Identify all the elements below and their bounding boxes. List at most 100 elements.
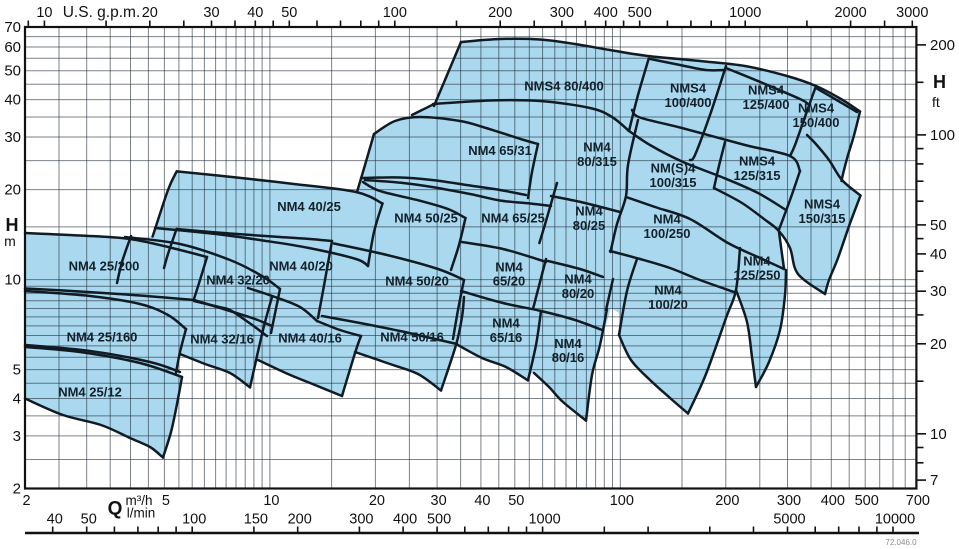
svg-text:72.046.0: 72.046.0 <box>885 538 917 547</box>
svg-text:40: 40 <box>247 5 263 21</box>
svg-text:200: 200 <box>288 512 312 528</box>
svg-text:10: 10 <box>930 426 947 443</box>
svg-text:200: 200 <box>488 5 512 21</box>
svg-text:NM4: NM4 <box>575 204 603 219</box>
svg-text:125/250: 125/250 <box>734 268 781 283</box>
svg-text:50: 50 <box>281 5 297 21</box>
svg-text:4: 4 <box>13 391 21 408</box>
svg-text:40: 40 <box>47 512 63 528</box>
svg-text:l/min: l/min <box>127 506 156 521</box>
svg-text:50: 50 <box>508 493 524 509</box>
svg-text:20: 20 <box>142 5 158 21</box>
svg-text:NMS4: NMS4 <box>748 83 785 98</box>
svg-text:H: H <box>933 72 946 92</box>
svg-text:NM4: NM4 <box>653 212 681 227</box>
svg-text:NM4: NM4 <box>495 260 523 275</box>
svg-text:2: 2 <box>13 481 21 498</box>
svg-text:NM4: NM4 <box>564 272 592 287</box>
svg-text:Q: Q <box>108 499 123 520</box>
svg-text:150/400: 150/400 <box>793 115 840 130</box>
svg-text:NM4 50/25: NM4 50/25 <box>394 211 458 226</box>
svg-text:80/25: 80/25 <box>573 218 606 233</box>
svg-text:200: 200 <box>930 37 955 54</box>
svg-text:5: 5 <box>13 362 21 379</box>
svg-text:20: 20 <box>930 336 947 353</box>
svg-text:400: 400 <box>821 493 845 509</box>
svg-text:5000: 5000 <box>773 512 805 528</box>
svg-text:NM4 25/12: NM4 25/12 <box>58 385 122 400</box>
svg-text:NM4: NM4 <box>492 316 520 331</box>
svg-text:30: 30 <box>431 493 447 509</box>
svg-text:500: 500 <box>427 512 451 528</box>
svg-text:30: 30 <box>203 5 219 21</box>
svg-text:NM4 65/31: NM4 65/31 <box>468 143 532 158</box>
svg-text:100: 100 <box>930 127 955 144</box>
svg-text:70: 70 <box>4 19 21 36</box>
svg-text:50: 50 <box>81 512 97 528</box>
svg-text:500: 500 <box>628 5 652 21</box>
svg-text:7: 7 <box>930 472 938 489</box>
svg-text:10: 10 <box>36 5 52 21</box>
svg-text:2000: 2000 <box>834 5 866 21</box>
svg-text:NM4 25/200: NM4 25/200 <box>69 259 140 274</box>
svg-text:100/20: 100/20 <box>648 297 688 312</box>
svg-text:100: 100 <box>383 5 407 21</box>
svg-text:m³/h: m³/h <box>126 493 153 508</box>
svg-text:500: 500 <box>855 493 879 509</box>
svg-text:NM4 65/25: NM4 65/25 <box>481 211 545 226</box>
svg-text:700: 700 <box>906 493 930 509</box>
svg-text:65/20: 65/20 <box>493 274 526 289</box>
svg-text:40: 40 <box>930 246 947 263</box>
svg-text:200: 200 <box>715 493 739 509</box>
svg-text:10000: 10000 <box>875 512 915 528</box>
svg-text:30: 30 <box>4 129 21 146</box>
svg-text:30: 30 <box>930 283 947 300</box>
svg-text:150/315: 150/315 <box>799 211 846 226</box>
svg-text:20: 20 <box>4 182 21 199</box>
svg-text:NM4 40/25: NM4 40/25 <box>277 199 341 214</box>
svg-text:300: 300 <box>777 493 801 509</box>
svg-text:NM4 32/20: NM4 32/20 <box>206 273 270 288</box>
svg-text:3: 3 <box>13 428 21 445</box>
svg-text:NM4 40/20: NM4 40/20 <box>269 259 333 274</box>
svg-text:NM4: NM4 <box>654 283 682 298</box>
svg-text:NM4 32/16: NM4 32/16 <box>190 332 254 347</box>
svg-text:NMS4: NMS4 <box>798 101 835 116</box>
svg-text:100: 100 <box>182 512 206 528</box>
svg-text:3000: 3000 <box>896 5 928 21</box>
svg-text:m: m <box>4 233 16 249</box>
svg-text:1000: 1000 <box>528 512 560 528</box>
svg-text:NM4 40/16: NM4 40/16 <box>278 331 342 346</box>
svg-text:65/16: 65/16 <box>490 330 523 345</box>
svg-text:50: 50 <box>930 217 947 234</box>
svg-text:2: 2 <box>22 493 30 509</box>
svg-text:ft: ft <box>932 94 940 110</box>
svg-text:10: 10 <box>4 272 21 289</box>
svg-text:80/315: 80/315 <box>577 154 617 169</box>
svg-text:5: 5 <box>162 493 170 509</box>
svg-text:125/400: 125/400 <box>743 97 790 112</box>
svg-text:NM4 25/160: NM4 25/160 <box>67 330 138 345</box>
svg-text:400: 400 <box>594 5 618 21</box>
svg-text:100: 100 <box>610 493 634 509</box>
svg-text:NM4: NM4 <box>554 336 582 351</box>
svg-text:125/315: 125/315 <box>734 168 781 183</box>
svg-text:NM4 50/20: NM4 50/20 <box>385 274 449 289</box>
svg-text:1000: 1000 <box>729 5 761 21</box>
svg-text:150: 150 <box>244 512 268 528</box>
svg-text:NMS4 80/400: NMS4 80/400 <box>524 79 604 94</box>
svg-text:60: 60 <box>4 39 21 56</box>
svg-text:U.S. g.p.m.: U.S. g.p.m. <box>63 4 141 21</box>
svg-text:40: 40 <box>474 493 490 509</box>
svg-text:100/400: 100/400 <box>665 95 712 110</box>
svg-text:20: 20 <box>369 493 385 509</box>
svg-text:NM4 50/16: NM4 50/16 <box>380 330 444 345</box>
svg-text:80/16: 80/16 <box>552 350 585 365</box>
svg-text:NMS4: NMS4 <box>804 197 841 212</box>
svg-text:NMS4: NMS4 <box>739 154 776 169</box>
svg-text:100/315: 100/315 <box>650 175 697 190</box>
svg-text:300: 300 <box>550 5 574 21</box>
svg-text:400: 400 <box>393 512 417 528</box>
svg-text:H: H <box>6 215 19 235</box>
svg-text:40: 40 <box>4 92 21 109</box>
